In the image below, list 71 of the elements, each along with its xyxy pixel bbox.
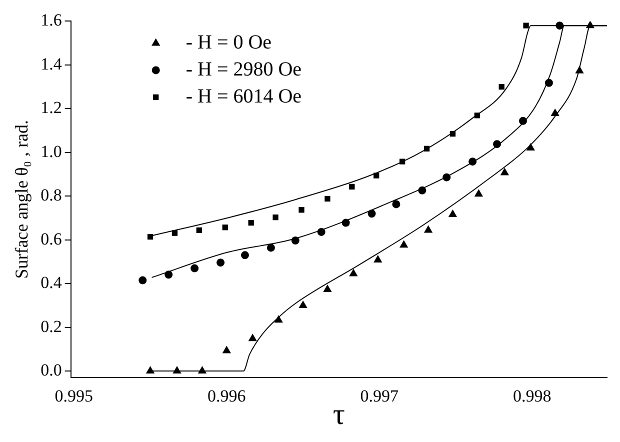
point [172,230,178,236]
legend-label: - H = 6014 Oe [186,85,302,108]
point [222,346,231,354]
point [442,173,451,182]
point [544,78,553,87]
point [298,207,304,213]
point [523,22,529,28]
point [248,220,254,226]
point [266,244,275,252]
legend-label: - H = 2980 Oe [186,58,302,80]
point [198,366,207,374]
point [323,284,332,292]
y-axis-title: Surface angle θ₀ , rad. [12,120,32,279]
y-tick-label: 0.6 [40,229,62,248]
point [556,22,564,30]
point [349,184,355,190]
point [146,366,155,374]
point [216,258,225,267]
point [172,366,182,374]
point [392,200,400,208]
y-tick-label: 1.4 [40,54,62,74]
point [450,130,456,137]
legend-label: - H = 0 Oe [186,31,272,54]
point [317,228,326,236]
point [272,214,278,220]
point [374,254,382,262]
point [526,143,535,151]
point [500,168,509,176]
point [196,227,202,234]
x-tick-label: 0.995 [54,386,94,406]
point [498,84,504,90]
y-tick-label: 1.6 [40,10,62,30]
point [418,186,426,194]
point [274,315,283,323]
x-axis-title: τ [332,398,345,431]
point [342,218,350,227]
point [493,140,502,148]
y-tick-label: 0.0 [40,360,62,380]
y-tick-label: 0.4 [40,273,62,292]
point [147,234,154,240]
point [424,146,430,152]
x-tick-label: 0.996 [208,386,246,406]
point [298,300,308,308]
point [368,210,376,218]
point [349,268,358,276]
point [324,196,330,202]
point [291,236,300,245]
y-tick-label: 0.2 [40,316,62,336]
point [138,276,147,284]
point [374,172,380,178]
y-tick-label: 1.0 [40,142,62,161]
point [586,21,595,28]
x-tick-label: 0.998 [513,386,552,406]
point [399,158,406,164]
point [474,189,484,197]
y-tick-label: 0.8 [40,186,62,205]
x-tick-label: 0.997 [360,386,400,406]
point [190,264,199,272]
point [424,225,433,233]
point [518,116,527,125]
point [240,251,249,260]
y-tick-label: 1.2 [40,98,62,118]
point [448,209,458,217]
point [222,224,228,230]
point [248,334,257,342]
point [468,158,477,166]
point [474,112,480,118]
point [550,108,560,116]
point [400,240,408,248]
point [575,66,584,74]
point [164,270,173,279]
